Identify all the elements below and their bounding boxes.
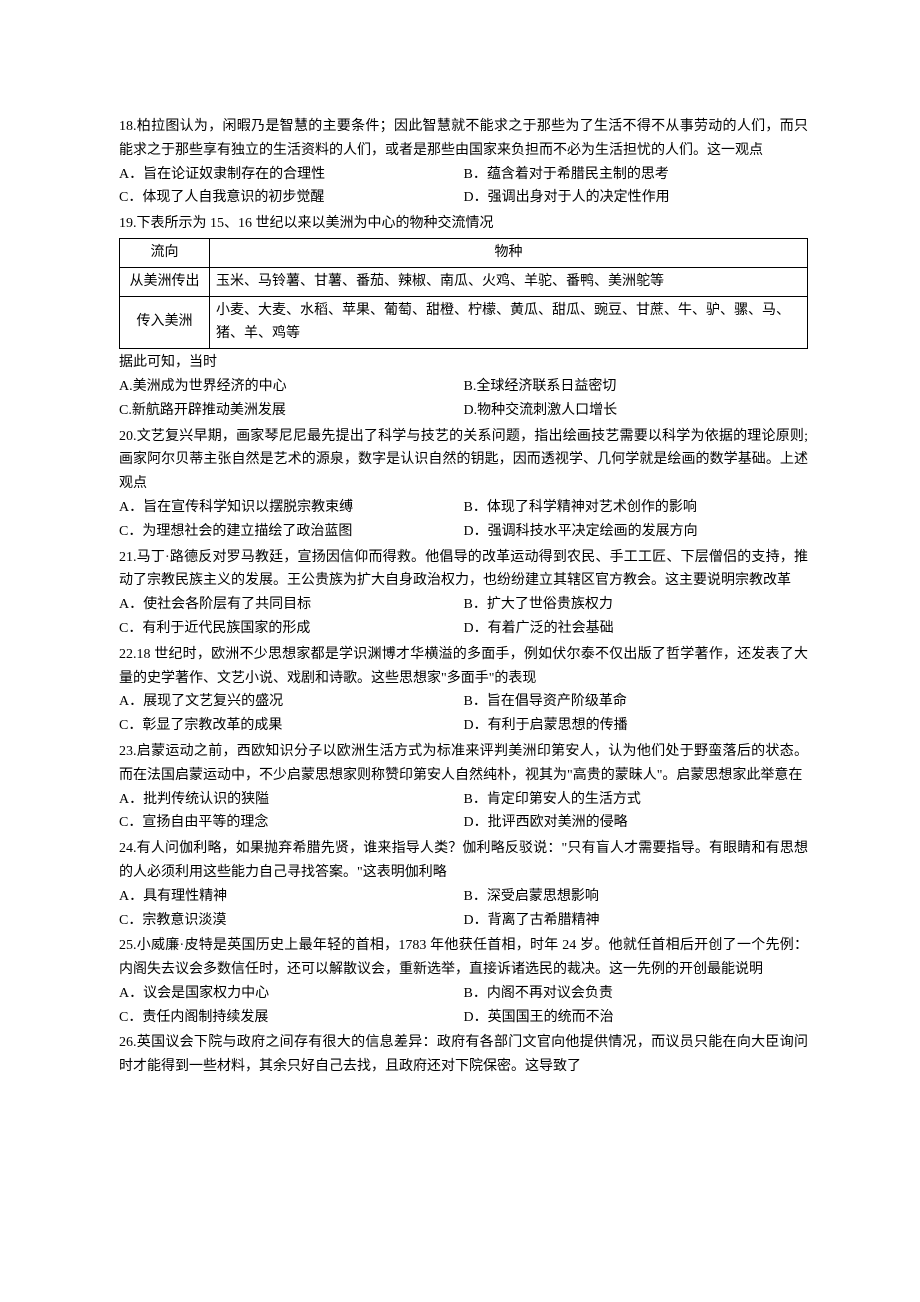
options-row-1: A．旨在论证奴隶制存在的合理性 B．蕴含着对于希腊民主制的思考	[119, 163, 808, 187]
question-23: 23.启蒙运动之前，西欧知识分子以欧洲生活方式为标准来评判美洲印第安人，认为他们…	[119, 740, 808, 835]
question-26: 26.英国议会下院与政府之间存有很大的信息差异：政府有各部门文官向他提供情况，而…	[119, 1031, 808, 1079]
option-b: B．扩大了世俗贵族权力	[464, 593, 809, 617]
options-row-2: C．体现了人自我意识的初步觉醒 D．强调出身对于人的决定性作用	[119, 186, 808, 210]
option-c: C．为理想社会的建立描绘了政治蓝图	[119, 520, 464, 544]
option-a: A．展现了文艺复兴的盛况	[119, 690, 464, 714]
option-c: C．责任内阁制持续发展	[119, 1006, 464, 1030]
option-d: D．有利于启蒙思想的传播	[464, 714, 809, 738]
question-text: 26.英国议会下院与政府之间存有很大的信息差异：政府有各部门文官向他提供情况，而…	[119, 1031, 808, 1079]
question-text: 20.文艺复兴早期，画家琴尼尼最先提出了科学与技艺的关系问题，指出绘画技艺需要以…	[119, 425, 808, 496]
option-a: A．旨在宣传科学知识以摆脱宗教束缚	[119, 496, 464, 520]
options-row-1: A．具有理性精神 B．深受启蒙思想影响	[119, 885, 808, 909]
option-a: A．旨在论证奴隶制存在的合理性	[119, 163, 464, 187]
question-25: 25.小威廉·皮特是英国历史上最年轻的首相，1783 年他获任首相，时年 24 …	[119, 934, 808, 1029]
question-text: 24.有人问伽利略，如果抛弃希腊先贤，谁来指导人类？伽利略反驳说："只有盲人才需…	[119, 837, 808, 885]
option-d: D．背离了古希腊精神	[464, 909, 809, 933]
option-d: D．有着广泛的社会基础	[464, 617, 809, 641]
options-row-2: C．宗教意识淡漠 D．背离了古希腊精神	[119, 909, 808, 933]
options-row-1: A．议会是国家权力中心 B．内阁不再对议会负责	[119, 982, 808, 1006]
question-21: 21.马丁·路德反对罗马教廷，宣扬因信仰而得救。他倡导的改革运动得到农民、手工工…	[119, 546, 808, 641]
options-row-1: A.美洲成为世界经济的中心 B.全球经济联系日益密切	[119, 375, 808, 399]
option-b: B．蕴含着对于希腊民主制的思考	[464, 163, 809, 187]
options-row-1: A．展现了文艺复兴的盛况 B．旨在倡导资产阶级革命	[119, 690, 808, 714]
option-b: B．体现了科学精神对艺术创作的影响	[464, 496, 809, 520]
options-row-1: A．批判传统认识的狭隘 B．肯定印第安人的生活方式	[119, 788, 808, 812]
table-row: 从美洲传出 玉米、马铃薯、甘薯、番茄、辣椒、南瓜、火鸡、羊驼、番鸭、美洲鸵等	[120, 267, 808, 296]
option-a: A.美洲成为世界经济的中心	[119, 375, 464, 399]
options-row-2: C．宣扬自由平等的理念 D．批评西欧对美洲的侵略	[119, 811, 808, 835]
question-20: 20.文艺复兴早期，画家琴尼尼最先提出了科学与技艺的关系问题，指出绘画技艺需要以…	[119, 425, 808, 544]
cell-direction: 传入美洲	[120, 296, 210, 349]
question-text: 25.小威廉·皮特是英国历史上最年轻的首相，1783 年他获任首相，时年 24 …	[119, 934, 808, 982]
option-d: D．批评西欧对美洲的侵略	[464, 811, 809, 835]
option-b: B．肯定印第安人的生活方式	[464, 788, 809, 812]
options-row-2: C.新航路开辟推动美洲发展 D.物种交流刺激人口增长	[119, 399, 808, 423]
option-d: D．强调科技水平决定绘画的发展方向	[464, 520, 809, 544]
header-direction: 流向	[120, 238, 210, 267]
option-d: D.物种交流刺激人口增长	[464, 399, 809, 423]
question-text: 18.柏拉图认为，闲暇乃是智慧的主要条件；因此智慧就不能求之于那些为了生活不得不…	[119, 115, 808, 163]
cell-direction: 从美洲传出	[120, 267, 210, 296]
option-d: D．强调出身对于人的决定性作用	[464, 186, 809, 210]
option-a: A．具有理性精神	[119, 885, 464, 909]
options-row-1: A．使社会各阶层有了共同目标 B．扩大了世俗贵族权力	[119, 593, 808, 617]
option-c: C．宣扬自由平等的理念	[119, 811, 464, 835]
question-text: 22.18 世纪时，欧洲不少思想家都是学识渊博才华横溢的多面手，例如伏尔泰不仅出…	[119, 643, 808, 691]
option-c: C．彰显了宗教改革的成果	[119, 714, 464, 738]
option-c: C．体现了人自我意识的初步觉醒	[119, 186, 464, 210]
option-c: C．有利于近代民族国家的形成	[119, 617, 464, 641]
option-b: B．旨在倡导资产阶级革命	[464, 690, 809, 714]
option-c: C.新航路开辟推动美洲发展	[119, 399, 464, 423]
question-text: 21.马丁·路德反对罗马教廷，宣扬因信仰而得救。他倡导的改革运动得到农民、手工工…	[119, 546, 808, 594]
option-a: A．批判传统认识的狭隘	[119, 788, 464, 812]
question-24: 24.有人问伽利略，如果抛弃希腊先贤，谁来指导人类？伽利略反驳说："只有盲人才需…	[119, 837, 808, 932]
option-a: A．使社会各阶层有了共同目标	[119, 593, 464, 617]
question-19: 19.下表所示为 15、16 世纪以来以美洲为中心的物种交流情况 流向 物种 从…	[119, 212, 808, 422]
species-exchange-table: 流向 物种 从美洲传出 玉米、马铃薯、甘薯、番茄、辣椒、南瓜、火鸡、羊驼、番鸭、…	[119, 238, 808, 349]
option-b: B.全球经济联系日益密切	[464, 375, 809, 399]
question-18: 18.柏拉图认为，闲暇乃是智慧的主要条件；因此智慧就不能求之于那些为了生活不得不…	[119, 115, 808, 210]
options-row-2: C．有利于近代民族国家的形成 D．有着广泛的社会基础	[119, 617, 808, 641]
option-b: B．深受启蒙思想影响	[464, 885, 809, 909]
options-row-2: C．责任内阁制持续发展 D．英国国王的统而不治	[119, 1006, 808, 1030]
cell-species: 小麦、大麦、水稻、苹果、葡萄、甜橙、柠檬、黄瓜、甜瓜、豌豆、甘蔗、牛、驴、骡、马…	[210, 296, 808, 349]
header-species: 物种	[210, 238, 808, 267]
option-d: D．英国国王的统而不治	[464, 1006, 809, 1030]
question-22: 22.18 世纪时，欧洲不少思想家都是学识渊博才华横溢的多面手，例如伏尔泰不仅出…	[119, 643, 808, 738]
option-b: B．内阁不再对议会负责	[464, 982, 809, 1006]
cell-species: 玉米、马铃薯、甘薯、番茄、辣椒、南瓜、火鸡、羊驼、番鸭、美洲鸵等	[210, 267, 808, 296]
options-row-1: A．旨在宣传科学知识以摆脱宗教束缚 B．体现了科学精神对艺术创作的影响	[119, 496, 808, 520]
option-c: C．宗教意识淡漠	[119, 909, 464, 933]
table-row: 传入美洲 小麦、大麦、水稻、苹果、葡萄、甜橙、柠檬、黄瓜、甜瓜、豌豆、甘蔗、牛、…	[120, 296, 808, 349]
question-posttext: 据此可知，当时	[119, 351, 808, 375]
question-text: 19.下表所示为 15、16 世纪以来以美洲为中心的物种交流情况	[119, 212, 808, 236]
options-row-2: C．为理想社会的建立描绘了政治蓝图 D．强调科技水平决定绘画的发展方向	[119, 520, 808, 544]
table-header-row: 流向 物种	[120, 238, 808, 267]
options-row-2: C．彰显了宗教改革的成果 D．有利于启蒙思想的传播	[119, 714, 808, 738]
option-a: A．议会是国家权力中心	[119, 982, 464, 1006]
question-text: 23.启蒙运动之前，西欧知识分子以欧洲生活方式为标准来评判美洲印第安人，认为他们…	[119, 740, 808, 788]
